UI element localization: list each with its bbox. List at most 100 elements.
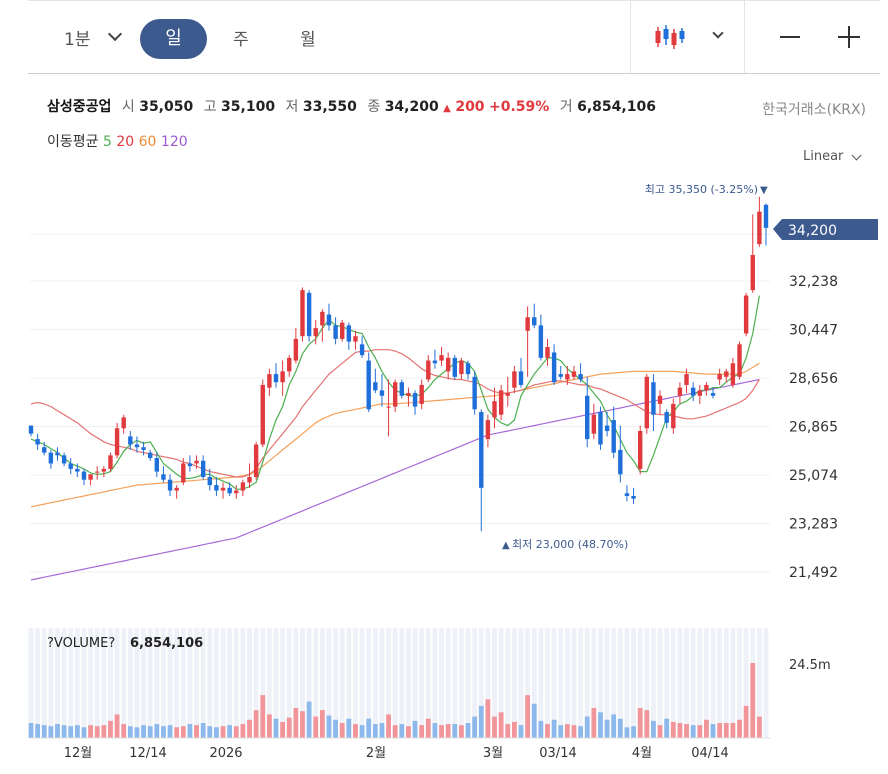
volume-bar: [478, 705, 484, 738]
candle: [479, 409, 484, 532]
candle-body: [697, 390, 702, 396]
moving-average-legend[interactable]: 이동평균 5 20 60 120: [47, 131, 188, 151]
low-annotation: 최저 23,000 (48.70%): [512, 538, 628, 551]
candle-body: [439, 355, 444, 361]
ma5-label: 5: [102, 134, 112, 150]
candle: [326, 303, 332, 331]
zoom-in-icon-vertical[interactable]: [848, 26, 850, 48]
volume-stripe: [399, 628, 405, 738]
price-axis-tick: 28,656: [789, 371, 838, 387]
volume-bar: [598, 712, 603, 738]
candle-body: [260, 384, 265, 445]
volume-stripe: [465, 628, 471, 738]
volume-stripe: [266, 628, 272, 738]
candle: [419, 379, 424, 410]
volume-stripe: [670, 628, 676, 738]
volume-bar: [41, 725, 47, 738]
volume-stripe: [280, 628, 286, 738]
volume-stripe: [478, 628, 484, 738]
candle-body: [134, 444, 140, 448]
volume-bar: [194, 725, 199, 738]
candle: [68, 458, 73, 475]
candlestick-chart-icon[interactable]: [654, 23, 686, 51]
candle-body: [141, 447, 146, 450]
volume-stripe: [194, 628, 199, 738]
volume-stripe: [511, 628, 517, 738]
candle-body: [498, 390, 504, 415]
volume-bar: [425, 718, 431, 738]
candle: [300, 287, 305, 342]
candle-body: [737, 344, 742, 377]
volume-bar: [664, 718, 670, 738]
period-week-button[interactable]: 주: [233, 30, 249, 50]
candle-body: [293, 338, 299, 361]
candle-body: [445, 357, 451, 372]
volume-bar: [260, 695, 266, 738]
candle: [459, 357, 464, 380]
volume-stripe: [94, 628, 100, 738]
scale-mode-select[interactable]: Linear: [803, 149, 844, 164]
volume-stripe: [379, 628, 385, 738]
close-label: 종: [367, 99, 381, 115]
volume-bar: [147, 726, 153, 738]
candle-body: [313, 328, 318, 337]
candle: [558, 365, 563, 380]
zoom-out-icon[interactable]: [780, 36, 800, 38]
candle: [512, 365, 517, 394]
period-month-button[interactable]: 월: [300, 30, 316, 50]
candle-body: [591, 414, 597, 434]
volume-bar: [379, 723, 385, 738]
volume-bar: [558, 725, 564, 738]
volume-bar: [439, 725, 444, 738]
change-percent: +0.59%: [489, 99, 550, 115]
volume-bar: [68, 726, 74, 738]
period-day-button[interactable]: 일: [140, 19, 207, 59]
candle-body: [280, 371, 285, 383]
volume-stripe: [637, 628, 643, 738]
volume-bar: [498, 712, 504, 738]
candle-body: [200, 460, 206, 478]
high-annotation: 최고 35,350 (-3.25%): [645, 183, 758, 196]
volume-bar: [756, 716, 762, 738]
candle: [108, 452, 113, 472]
volume-bar: [127, 726, 133, 738]
volume-stripe: [690, 628, 696, 738]
volume-stripe: [591, 628, 597, 738]
candle-body: [492, 401, 497, 418]
volume-stripe: [88, 628, 93, 738]
ma20-line: [30, 349, 760, 478]
volume-stripe: [313, 628, 319, 738]
volume-bar: [730, 723, 736, 738]
open-label: 시: [121, 99, 135, 115]
volume-bar: [280, 721, 286, 738]
volume-panel-label: ?VOLUME?: [47, 636, 115, 651]
candle: [618, 425, 623, 483]
candle: [551, 344, 557, 385]
volume-bar: [657, 725, 663, 738]
volume-bar: [319, 710, 325, 738]
time-axis-tick: 04/14: [691, 746, 728, 761]
volume-panel-value: 6,854,106: [130, 636, 203, 651]
candle-body: [227, 487, 232, 494]
volume-stripe: [730, 628, 736, 738]
candle: [439, 347, 444, 366]
volume-stripe: [273, 628, 279, 738]
period-1min-button[interactable]: 1분: [64, 30, 91, 50]
volume-bar: [492, 716, 497, 738]
volume-bar: [94, 726, 100, 738]
volume-stripe: [756, 628, 762, 738]
volume-bar: [134, 727, 140, 738]
volume-stripe: [419, 628, 425, 738]
volume-bar: [161, 726, 166, 738]
volume-stripe: [492, 628, 497, 738]
candle: [485, 414, 491, 448]
volume-bar: [717, 723, 723, 738]
candle-body: [479, 412, 484, 488]
volume-bar: [485, 699, 491, 738]
volume-stripe: [227, 628, 233, 738]
volume-stripe: [459, 628, 464, 738]
volume-bar: [551, 719, 557, 738]
candle-body: [611, 420, 616, 453]
candle-body: [565, 374, 570, 380]
